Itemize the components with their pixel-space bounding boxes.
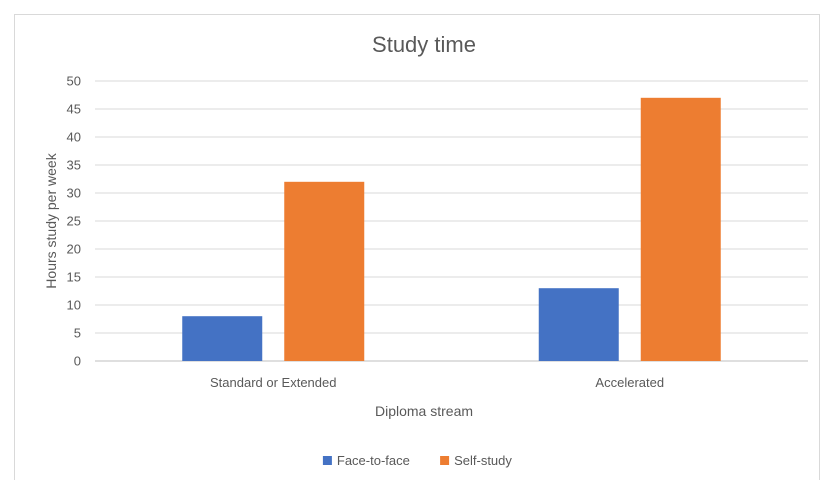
- bar-self-study-2: [640, 97, 721, 362]
- y-tick-label: 30: [67, 186, 81, 201]
- y-axis-title: Hours study per week: [43, 152, 59, 288]
- legend: Face-to-face Self-study: [322, 453, 512, 468]
- bar-face-to-face-1: [182, 316, 263, 361]
- y-tick-label: 50: [67, 74, 81, 89]
- x-axis-ticks: Standard or Extended Accelerated: [210, 375, 664, 390]
- y-tick-label: 5: [74, 326, 81, 341]
- legend-item-self-study: Self-study: [440, 453, 512, 468]
- y-tick-label: 25: [67, 214, 81, 229]
- x-axis-title: Diploma stream: [375, 403, 473, 419]
- bar-self-study-1: [284, 181, 365, 361]
- bar-face-to-face-2: [538, 288, 619, 361]
- x-tick-label: Standard or Extended: [210, 375, 336, 390]
- y-tick-label: 15: [67, 270, 81, 285]
- y-tick-label: 35: [67, 158, 81, 173]
- legend-swatch: [322, 456, 332, 465]
- x-tick-label: Accelerated: [595, 375, 664, 390]
- y-tick-label: 20: [67, 242, 81, 257]
- legend-label: Self-study: [454, 453, 512, 468]
- legend-swatch: [440, 456, 450, 465]
- y-tick-label: 40: [67, 130, 81, 145]
- legend-label: Face-to-face: [337, 453, 410, 468]
- bars: [182, 97, 721, 362]
- y-tick-label: 45: [67, 102, 81, 117]
- y-axis-ticks: 0 5 10 15 20 25 30 35 40 45 50: [67, 74, 81, 369]
- legend-item-face-to-face: Face-to-face: [322, 453, 410, 468]
- y-tick-label: 0: [74, 354, 81, 369]
- y-tick-label: 10: [67, 298, 81, 313]
- chart-title: Study time: [372, 32, 476, 57]
